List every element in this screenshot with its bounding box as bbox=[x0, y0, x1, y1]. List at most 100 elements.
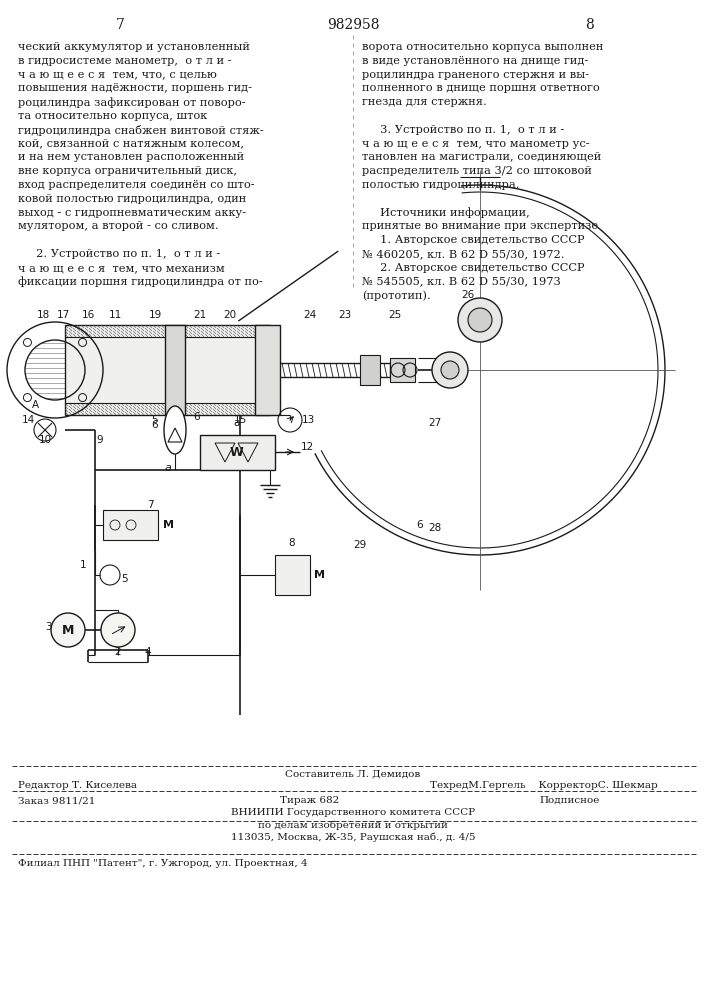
Text: 17: 17 bbox=[57, 310, 69, 320]
Text: W: W bbox=[230, 446, 244, 458]
Text: Тираж 682: Тираж 682 bbox=[281, 796, 339, 805]
Text: 6: 6 bbox=[152, 420, 158, 430]
Text: ТехредМ.Гергель    КорректорС. Шекмар: ТехредМ.Гергель КорректорС. Шекмар bbox=[430, 781, 658, 790]
Text: полостью гидроцилиндра.: полостью гидроцилиндра. bbox=[362, 180, 520, 190]
Text: роцилиндра граненого стержня и вы-: роцилиндра граненого стержня и вы- bbox=[362, 70, 589, 80]
Circle shape bbox=[441, 361, 459, 379]
Text: 18: 18 bbox=[36, 310, 49, 320]
Text: 7: 7 bbox=[115, 18, 124, 32]
Text: 9: 9 bbox=[97, 435, 103, 445]
Text: 11: 11 bbox=[108, 310, 122, 320]
Text: распределитель типа 3/2 со штоковой: распределитель типа 3/2 со штоковой bbox=[362, 166, 592, 176]
Text: 25: 25 bbox=[388, 310, 402, 320]
Text: гнезда для стержня.: гнезда для стержня. bbox=[362, 97, 486, 107]
Bar bbox=[270, 363, 390, 377]
Text: 29: 29 bbox=[354, 540, 367, 550]
Text: M: M bbox=[62, 624, 74, 637]
Text: та относительно корпуса, шток: та относительно корпуса, шток bbox=[18, 111, 207, 121]
Text: Источники информации,: Источники информации, bbox=[362, 208, 530, 218]
Text: 1. Авторское свидетельство СССР: 1. Авторское свидетельство СССР bbox=[362, 235, 585, 245]
Text: ч а ю щ е е с я  тем, что, с целью: ч а ю щ е е с я тем, что, с целью bbox=[18, 70, 217, 80]
Text: 19: 19 bbox=[148, 310, 162, 320]
Text: Подписное: Подписное bbox=[540, 796, 600, 805]
Text: Заказ 9811/21: Заказ 9811/21 bbox=[18, 796, 95, 805]
Text: 14: 14 bbox=[21, 415, 35, 425]
Text: ч а ю щ е е с я  тем, что манометр ус-: ч а ю щ е е с я тем, что манометр ус- bbox=[362, 139, 590, 149]
Text: 982958: 982958 bbox=[327, 18, 379, 32]
Text: 3: 3 bbox=[45, 622, 52, 632]
Text: 3. Устройство по п. 1,  о т л и -: 3. Устройство по п. 1, о т л и - bbox=[362, 125, 564, 135]
Text: ВНИИПИ Государственного комитета СССР: ВНИИПИ Государственного комитета СССР bbox=[231, 808, 475, 817]
Text: тановлен на магистрали, соединяющей: тановлен на магистрали, соединяющей bbox=[362, 152, 601, 162]
Text: 6: 6 bbox=[194, 412, 200, 422]
Circle shape bbox=[432, 352, 468, 388]
Text: A: A bbox=[31, 400, 39, 410]
Text: ческий аккумулятор и установленный: ческий аккумулятор и установленный bbox=[18, 42, 250, 52]
Bar bbox=[165, 325, 185, 415]
Text: 113035, Москва, Ж-35, Раушская наб., д. 4/5: 113035, Москва, Ж-35, Раушская наб., д. … bbox=[230, 832, 475, 842]
Text: полненного в днище поршня ответного: полненного в днище поршня ответного bbox=[362, 83, 600, 93]
Text: принятые во внимание при экспертизе: принятые во внимание при экспертизе bbox=[362, 221, 598, 231]
Text: 5: 5 bbox=[121, 574, 127, 584]
Text: 21: 21 bbox=[194, 310, 206, 320]
Text: 6: 6 bbox=[416, 520, 423, 530]
Text: 15: 15 bbox=[233, 415, 247, 425]
Text: 24: 24 bbox=[303, 310, 317, 320]
Bar bbox=[275, 555, 310, 595]
Text: 4: 4 bbox=[145, 647, 151, 657]
Text: фиксации поршня гидроцилиндра от по-: фиксации поршня гидроцилиндра от по- bbox=[18, 277, 263, 287]
Text: 13: 13 bbox=[301, 415, 315, 425]
Circle shape bbox=[458, 298, 502, 342]
Text: а: а bbox=[165, 463, 171, 473]
Bar bbox=[390, 358, 415, 382]
Text: 8: 8 bbox=[585, 18, 595, 32]
Text: роцилиндра зафиксирован от поворо-: роцилиндра зафиксирован от поворо- bbox=[18, 97, 245, 108]
Text: 26: 26 bbox=[462, 290, 474, 300]
Text: 20: 20 bbox=[223, 310, 237, 320]
Text: (прототип).: (прототип). bbox=[362, 290, 431, 301]
Text: ворота относительно корпуса выполнен: ворота относительно корпуса выполнен bbox=[362, 42, 603, 52]
Text: 27: 27 bbox=[428, 418, 442, 428]
Text: и на нем установлен расположенный: и на нем установлен расположенный bbox=[18, 152, 244, 162]
Text: по делам изобретений и открытий: по делам изобретений и открытий bbox=[258, 821, 448, 830]
Text: № 460205, кл. В 62 D 55/30, 1972.: № 460205, кл. В 62 D 55/30, 1972. bbox=[362, 249, 564, 259]
Bar bbox=[360, 355, 380, 385]
Text: повышения надёжности, поршень гид-: повышения надёжности, поршень гид- bbox=[18, 83, 252, 93]
Text: 1: 1 bbox=[80, 560, 86, 570]
Circle shape bbox=[468, 308, 492, 332]
Bar bbox=[200, 435, 275, 470]
Circle shape bbox=[101, 613, 135, 647]
Text: 2: 2 bbox=[115, 647, 122, 657]
Text: M: M bbox=[163, 520, 174, 530]
Circle shape bbox=[51, 613, 85, 647]
Text: вне корпуса ограничительный диск,: вне корпуса ограничительный диск, bbox=[18, 166, 237, 176]
Text: в гидросистеме манометр,  о т л и -: в гидросистеме манометр, о т л и - bbox=[18, 56, 232, 66]
Text: гидроцилиндра снабжен винтовой стяж-: гидроцилиндра снабжен винтовой стяж- bbox=[18, 125, 264, 136]
Text: M: M bbox=[314, 570, 325, 580]
Text: выход - с гидропневматическим акку-: выход - с гидропневматическим акку- bbox=[18, 208, 246, 218]
Text: в виде установлённого на днище гид-: в виде установлённого на днище гид- bbox=[362, 56, 588, 66]
Text: 12: 12 bbox=[300, 442, 314, 452]
Text: 28: 28 bbox=[428, 523, 442, 533]
Text: 5: 5 bbox=[152, 415, 158, 425]
Text: 8: 8 bbox=[288, 538, 296, 548]
Text: 7: 7 bbox=[146, 500, 153, 510]
Text: 10: 10 bbox=[38, 435, 52, 445]
Text: 2. Устройство по п. 1,  о т л и -: 2. Устройство по п. 1, о т л и - bbox=[18, 249, 221, 259]
Text: Составитель Л. Демидов: Составитель Л. Демидов bbox=[286, 770, 421, 779]
Text: 23: 23 bbox=[339, 310, 351, 320]
Text: ковой полостью гидроцилиндра, один: ковой полостью гидроцилиндра, один bbox=[18, 194, 246, 204]
Text: мулятором, а второй - со сливом.: мулятором, а второй - со сливом. bbox=[18, 221, 218, 231]
Text: Филиал ПНП "Патент", г. Ужгород, ул. Проектная, 4: Филиал ПНП "Патент", г. Ужгород, ул. Про… bbox=[18, 859, 308, 868]
Bar bbox=[103, 510, 158, 540]
Text: ч а ю щ е е с я  тем, что механизм: ч а ю щ е е с я тем, что механизм bbox=[18, 263, 225, 273]
Bar bbox=[255, 325, 280, 415]
Text: 2. Авторское свидетельство СССР: 2. Авторское свидетельство СССР bbox=[362, 263, 585, 273]
Text: вход распределителя соединён со што-: вход распределителя соединён со што- bbox=[18, 180, 255, 190]
Text: а: а bbox=[234, 418, 240, 428]
Bar bbox=[65, 325, 270, 415]
Ellipse shape bbox=[164, 406, 186, 454]
Text: кой, связанной с натяжным колесом,: кой, связанной с натяжным колесом, bbox=[18, 139, 244, 149]
Text: Редактор Т. Киселева: Редактор Т. Киселева bbox=[18, 781, 137, 790]
Text: 16: 16 bbox=[81, 310, 95, 320]
